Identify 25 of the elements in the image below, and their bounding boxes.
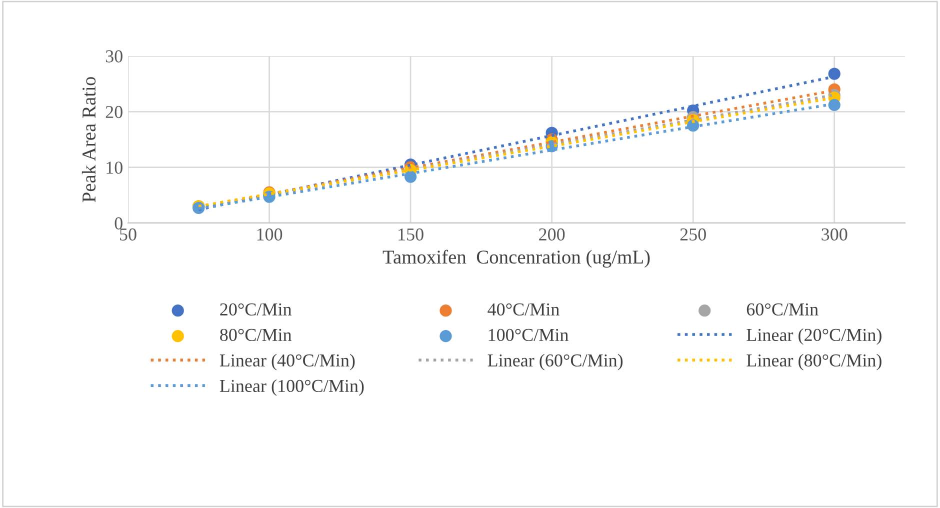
- legend-label: 80°C/Min: [220, 328, 292, 342]
- legend-label: Linear (40°C/Min): [220, 354, 355, 370]
- legend-label: 20°C/Min: [220, 303, 292, 316]
- point: [404, 170, 417, 183]
- x-tick-label: 200: [539, 228, 565, 241]
- x-axis-title: Tamoxifen Concenration (ug/mL): [382, 250, 650, 268]
- x-tick-label: 150: [398, 228, 424, 241]
- y-tick-label: 10: [106, 162, 122, 174]
- x-tick-label: 300: [822, 228, 848, 241]
- legend-label: 60°C/Min: [746, 303, 818, 316]
- y-tick-label: 30: [106, 50, 122, 62]
- legend-label: Linear (100°C/Min): [220, 379, 364, 396]
- legend-label: Linear (20°C/Min): [746, 328, 882, 345]
- point: [828, 98, 840, 112]
- legend-label: 40°C/Min: [488, 303, 560, 316]
- point: [828, 68, 840, 80]
- y-tick-label: 20: [106, 106, 122, 118]
- x-tick-label: 100: [257, 228, 282, 241]
- x-tick-label: 50: [120, 228, 136, 241]
- legend-label: Linear (80°C/Min): [746, 354, 882, 370]
- legend-label: 100°C/Min: [488, 328, 568, 342]
- y-axis-title: Peak Area Ratio: [82, 77, 96, 202]
- y-tick-label: 0: [114, 217, 122, 230]
- legend-label: Linear (60°C/Min): [488, 354, 623, 370]
- x-tick-label: 250: [680, 228, 706, 241]
